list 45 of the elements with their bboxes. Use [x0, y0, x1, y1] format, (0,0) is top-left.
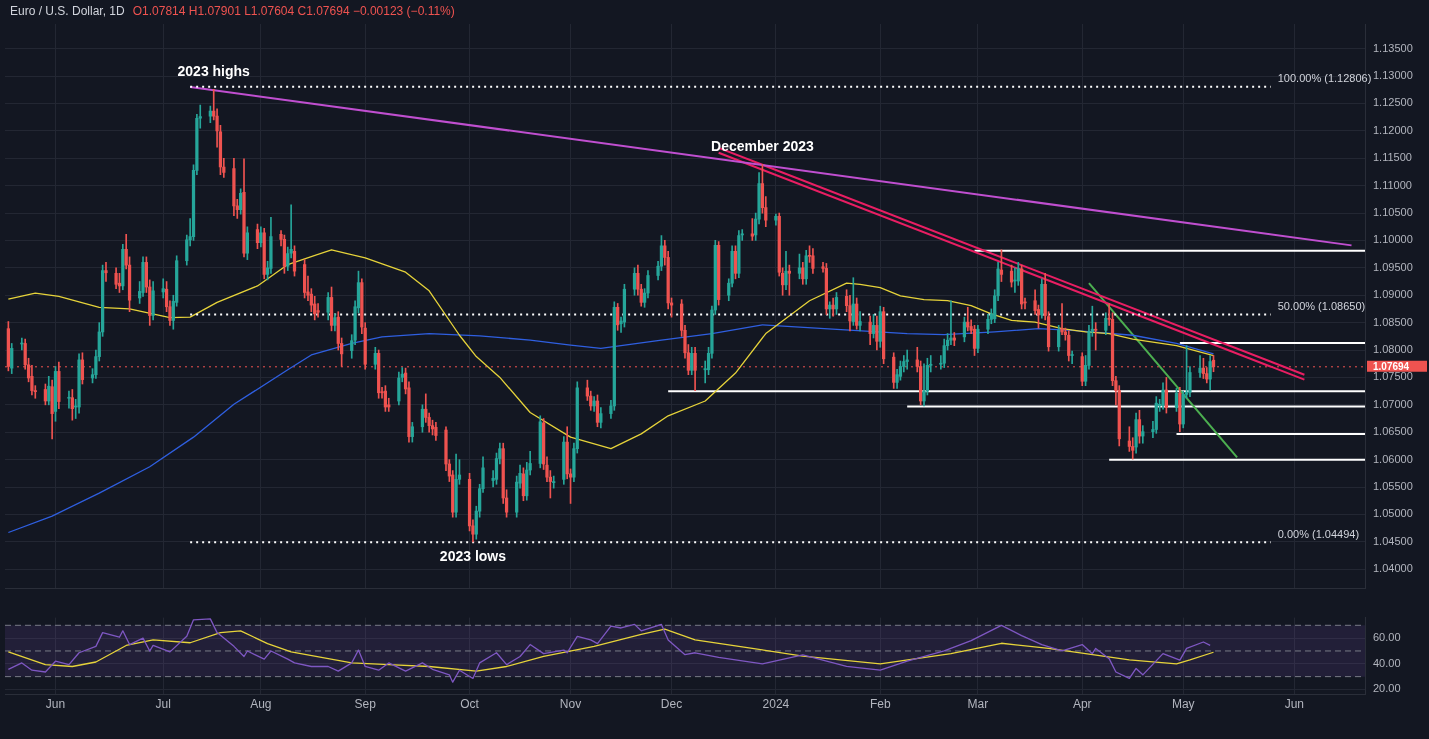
annotation: 50.00% (1.08650)	[1277, 299, 1366, 312]
y-tick-label: 1.05000	[1373, 507, 1413, 520]
x-tick-label: Jun	[1284, 697, 1304, 712]
y-tick-label: 20.00	[1373, 682, 1401, 695]
y-tick-label: 1.08000	[1373, 343, 1413, 356]
y-tick-label: 1.05500	[1373, 480, 1413, 493]
x-tick-label: Apr	[1072, 697, 1092, 712]
y-tick-label: 1.04000	[1373, 562, 1413, 575]
annotation: 100.00% (1.12806)	[1277, 72, 1372, 85]
y-tick-label: 40.00	[1373, 656, 1401, 669]
y-tick-label: 1.12500	[1373, 96, 1413, 109]
ref-line-label: 1.07694	[1373, 360, 1410, 372]
text: O1.07814 H1.07901 L1.07604 C1.07694 −0.00123 (−0.11%)	[132, 4, 455, 18]
x-tick-label: 2024	[762, 697, 790, 712]
x-tick-label: Sep	[354, 697, 377, 712]
y-tick-label: 1.09000	[1373, 288, 1413, 301]
y-tick-label: 60.00	[1373, 631, 1401, 644]
y-tick-label: 1.13000	[1373, 69, 1413, 82]
y-tick-label: 1.13500	[1373, 41, 1413, 54]
y-tick-label: 1.11000	[1373, 178, 1412, 191]
y-tick-label: 1.06500	[1373, 425, 1413, 438]
y-tick-label: 1.11500	[1373, 151, 1412, 164]
y-tick-label: 1.12000	[1373, 123, 1413, 136]
x-tick-label: Oct	[460, 697, 480, 712]
y-tick-label: 1.08500	[1373, 315, 1413, 328]
y-tick-label: 1.07500	[1373, 370, 1413, 383]
x-tick-label: Nov	[559, 697, 582, 712]
y-tick-label: 1.06000	[1373, 452, 1413, 465]
annotation: December 2023	[711, 138, 814, 155]
x-tick-label: Dec	[660, 697, 683, 712]
y-tick-label: 1.07000	[1373, 397, 1413, 410]
y-tick-label: 1.10000	[1373, 233, 1413, 246]
x-tick-label: Mar	[967, 697, 989, 712]
x-tick-label: May	[1171, 697, 1195, 712]
x-tick-label: Jul	[155, 697, 171, 712]
chart-title: Euro / U.S. Dollar, 1D	[10, 4, 125, 18]
y-tick-label: 1.09500	[1373, 260, 1413, 273]
annotation: 2023 lows	[439, 547, 507, 564]
x-tick-label: Jun	[45, 697, 66, 712]
x-tick-label: Aug	[250, 697, 272, 712]
annotation: 0.00% (1.04494)	[1277, 527, 1360, 540]
x-tick-label: Feb	[869, 697, 891, 712]
annotation: 2023 highs	[177, 63, 251, 80]
y-tick-label: 1.10500	[1373, 206, 1413, 219]
y-tick-label: 1.04500	[1373, 534, 1413, 547]
